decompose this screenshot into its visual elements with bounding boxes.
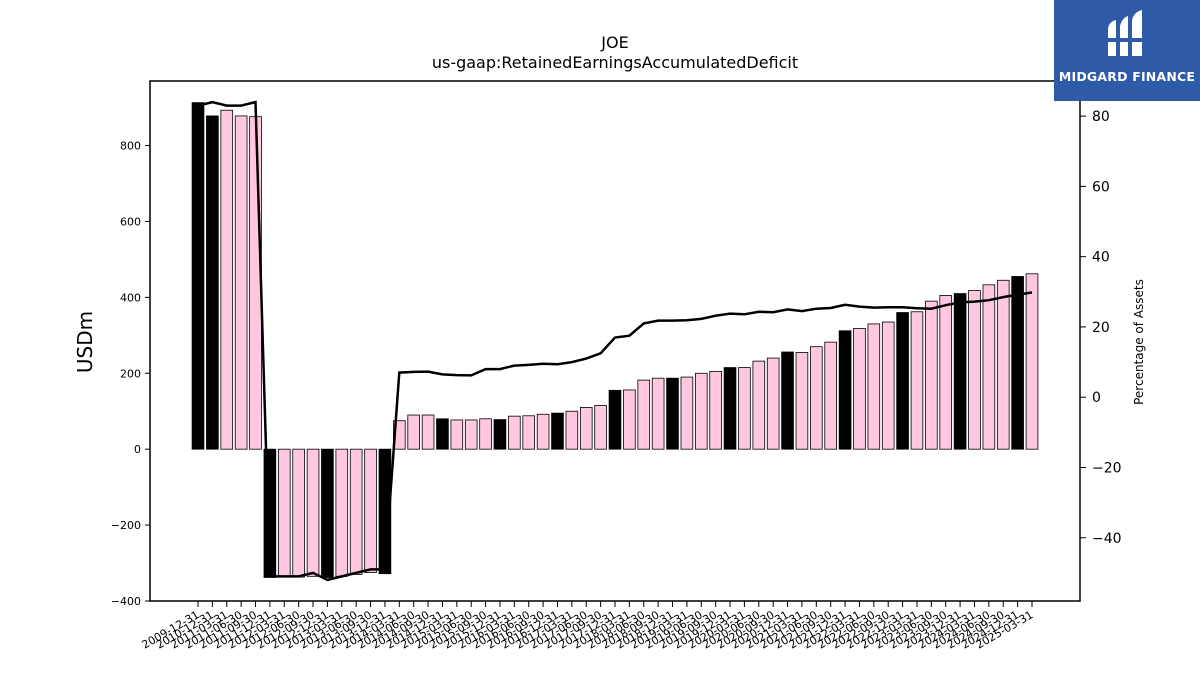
bar [766, 357, 780, 450]
bar [206, 115, 219, 450]
bar [853, 328, 866, 450]
bar [968, 290, 981, 450]
y2-tick-label: −20 [1092, 460, 1122, 476]
bar [436, 418, 449, 450]
bar [306, 448, 320, 577]
midgard-logo-icon [1106, 10, 1146, 56]
y2-tick-label: 0 [1092, 390, 1101, 406]
bar [508, 415, 521, 450]
y2-tick-label: 60 [1092, 179, 1110, 195]
bar [234, 115, 248, 450]
bar [925, 300, 938, 450]
bar [551, 412, 564, 450]
bar [666, 377, 679, 450]
bar [623, 389, 636, 450]
bar [522, 415, 536, 450]
bar [407, 414, 420, 450]
bar [321, 448, 334, 578]
bar [464, 419, 478, 450]
y-tick-label: 200 [120, 367, 141, 380]
bar [349, 448, 363, 575]
y-tick-label: −200 [111, 519, 141, 532]
brand-logo: MIDGARD FINANCE [1054, 0, 1200, 101]
bar [277, 448, 291, 577]
bar [953, 293, 967, 450]
bar [378, 448, 392, 575]
bar [493, 419, 507, 450]
y-tick-label: 800 [120, 140, 141, 153]
bar-series [191, 102, 1039, 578]
bar [694, 372, 708, 450]
bar [723, 367, 737, 450]
bar [939, 295, 953, 450]
bar [867, 323, 881, 450]
bar [896, 312, 909, 450]
bar [738, 367, 751, 450]
y2-tick-label: −40 [1092, 531, 1122, 547]
bar [795, 351, 809, 450]
y2-tick-label: 40 [1092, 250, 1110, 266]
percentage-line [197, 100, 1033, 582]
bar [709, 370, 722, 450]
bar [881, 321, 895, 450]
y-tick-label: 0 [134, 443, 141, 456]
brand-name: MIDGARD FINANCE [1058, 69, 1196, 84]
bar [810, 346, 823, 450]
bar [637, 379, 651, 450]
bar [565, 410, 579, 450]
bar [910, 311, 924, 450]
axes: −400−2000200400600800−40−200204060802009… [111, 80, 1122, 652]
bar [982, 284, 996, 450]
bar [579, 407, 593, 450]
y2-tick-label: 20 [1092, 320, 1110, 336]
bar [393, 420, 406, 450]
bar [191, 102, 205, 450]
bar [335, 448, 349, 577]
bar [824, 341, 837, 450]
bar [838, 330, 852, 450]
bar [364, 448, 377, 573]
bar [249, 116, 262, 450]
bar [680, 376, 694, 450]
chart-title: JOE [600, 33, 628, 52]
bar [220, 109, 234, 450]
bar [450, 419, 464, 450]
percentage-line-series [197, 100, 1033, 582]
y-axis-label: USDm [73, 311, 97, 373]
y2-axis-label: Percentage of Assets [1132, 279, 1146, 405]
bar [996, 279, 1010, 450]
bar [752, 360, 766, 450]
bar [781, 351, 794, 450]
y-tick-label: −400 [111, 595, 141, 608]
y2-tick-label: 80 [1092, 109, 1110, 125]
bar [292, 448, 305, 578]
bar [1011, 276, 1024, 450]
bar [594, 405, 607, 450]
bar [1025, 273, 1039, 450]
bar [536, 413, 550, 450]
y-tick-label: 600 [120, 215, 141, 228]
y-tick-label: 400 [120, 291, 141, 304]
bar [608, 389, 622, 450]
chart-subtitle: us-gaap:RetainedEarningsAccumulatedDefic… [432, 53, 798, 72]
bar [651, 377, 665, 450]
bar [479, 418, 492, 450]
bar [421, 414, 435, 450]
